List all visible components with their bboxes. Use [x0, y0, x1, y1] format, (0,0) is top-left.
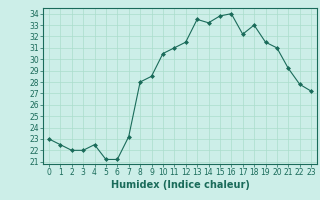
X-axis label: Humidex (Indice chaleur): Humidex (Indice chaleur) — [111, 180, 249, 190]
